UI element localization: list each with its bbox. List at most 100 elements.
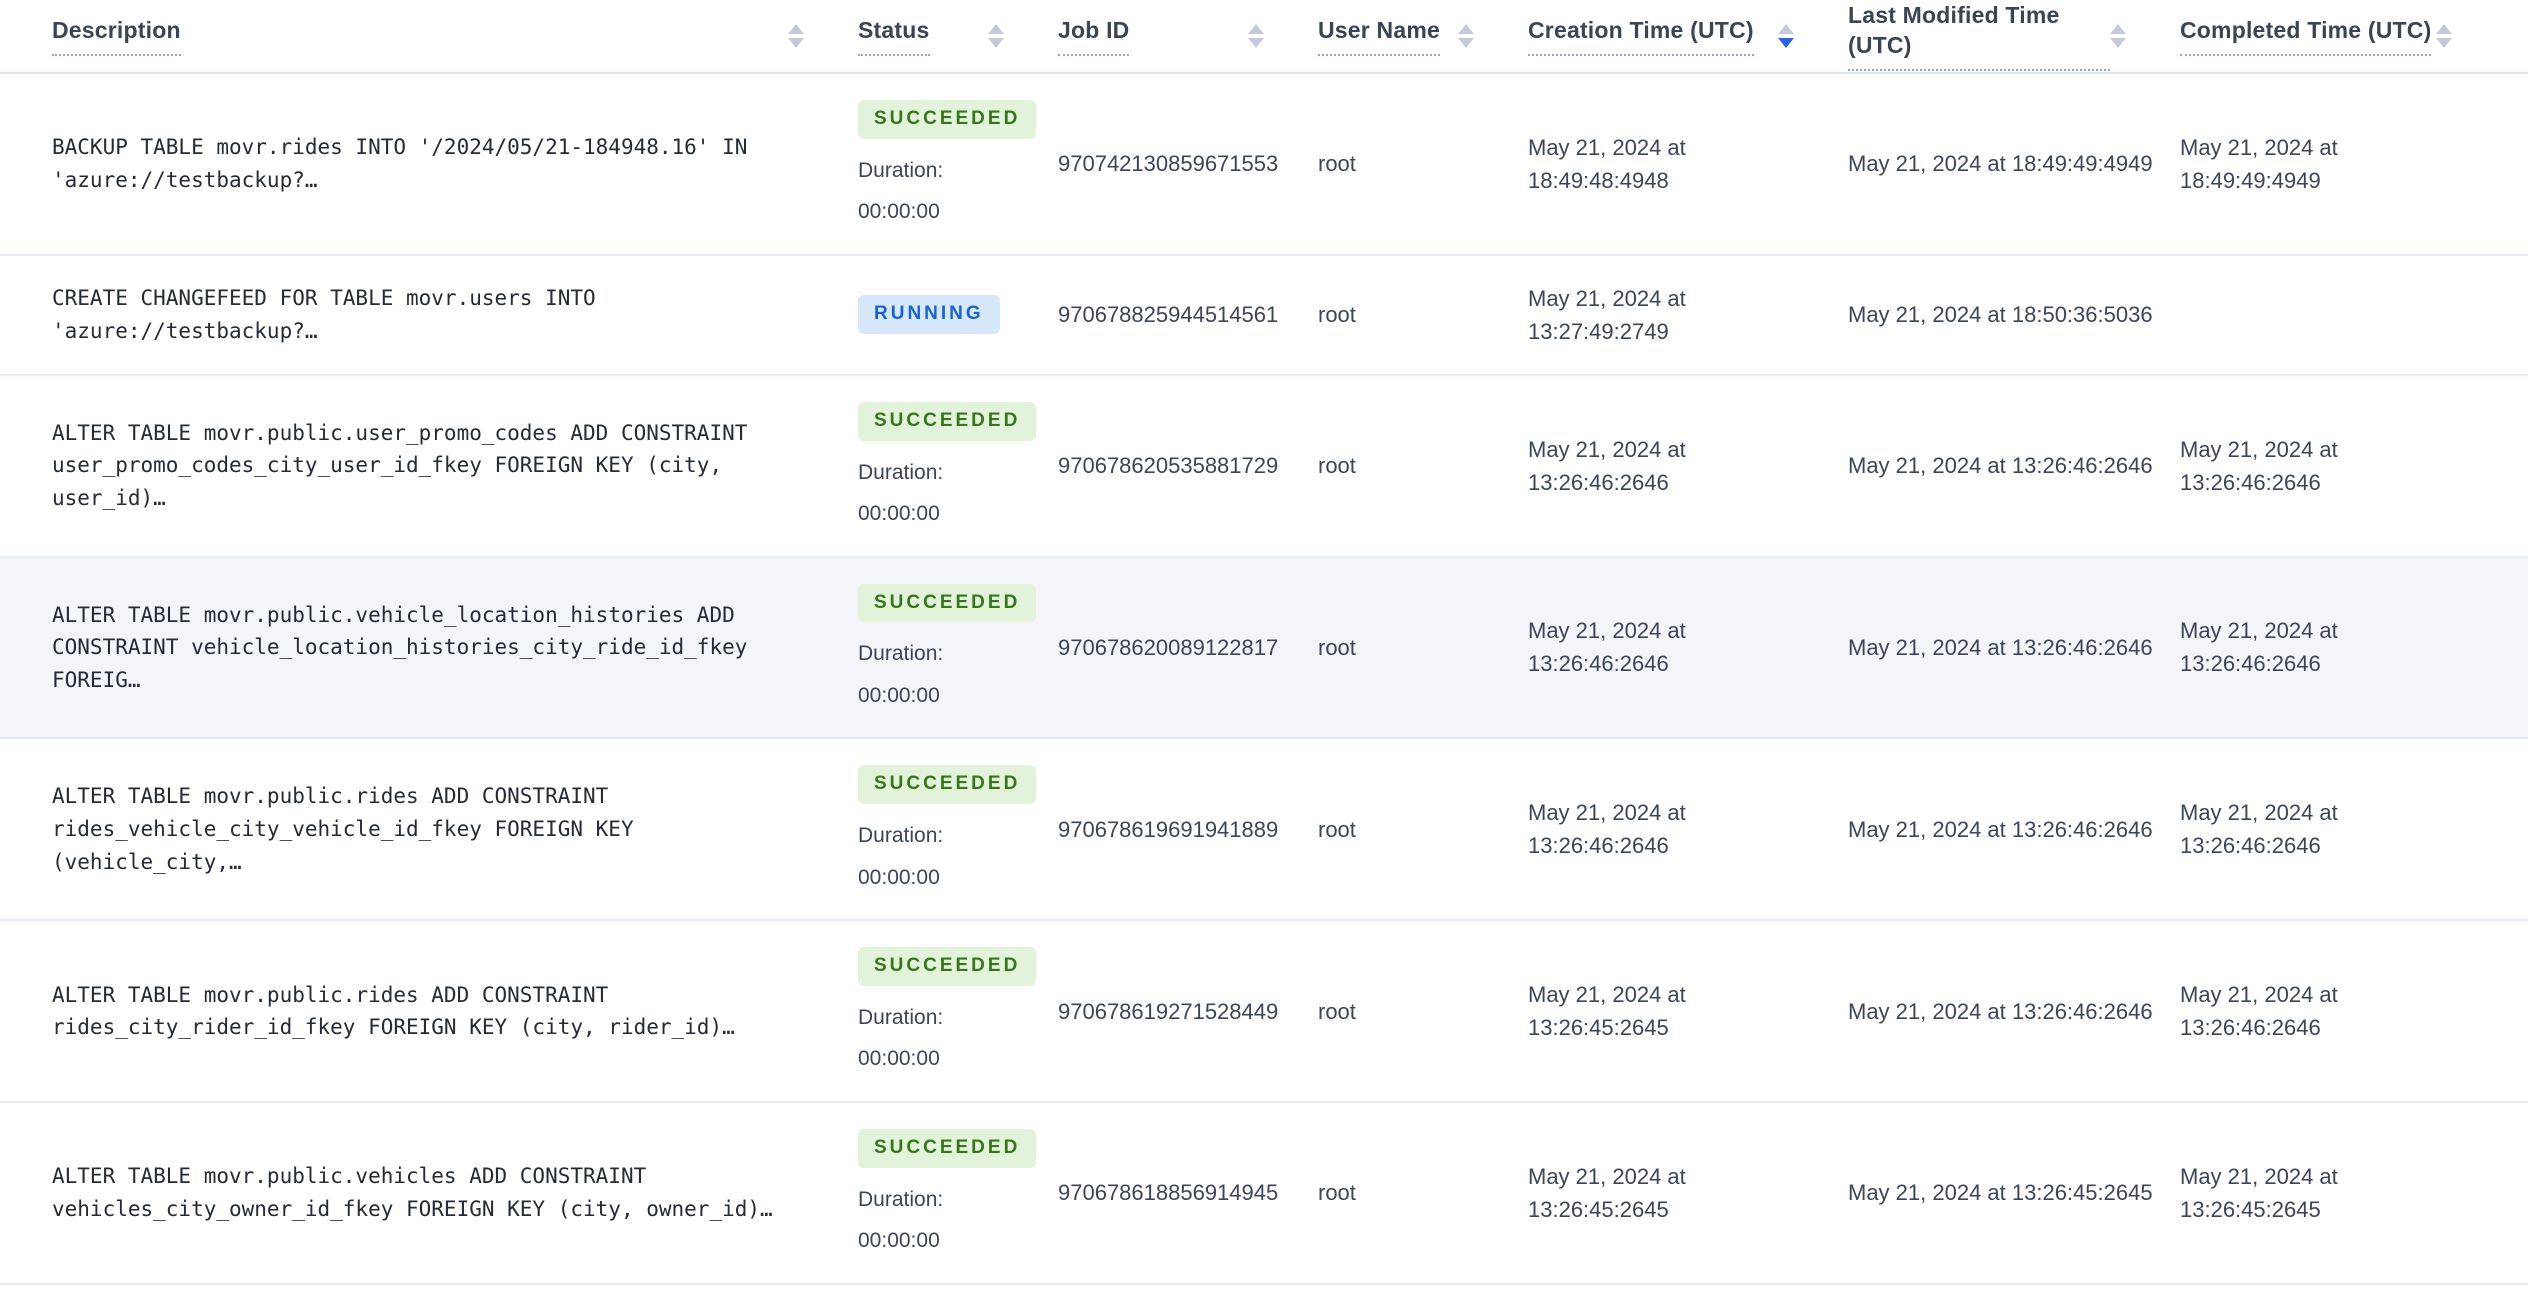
sort-icons[interactable] xyxy=(2436,23,2452,48)
completed-time: May 21, 2024 at 13:26:45:2645 xyxy=(2180,1163,2338,1222)
status-badge: SUCCEEDED xyxy=(858,401,1037,441)
table-row[interactable]: ALTER TABLE movr.public.user_promo_codes… xyxy=(0,376,2528,558)
duration-label: Duration: xyxy=(858,1187,944,1211)
job-status-cell: SUCCEEDED Duration: 00:00:00 xyxy=(830,1103,1037,1283)
completed-time: May 21, 2024 at 13:26:46:2646 xyxy=(2180,982,2338,1041)
job-description[interactable]: ALTER TABLE movr.public.vehicles ADD CON… xyxy=(52,1164,773,1221)
column-header-status[interactable]: Status xyxy=(830,16,1030,57)
job-description-cell[interactable]: CREATE CHANGEFEED FOR TABLE movr.users I… xyxy=(0,256,830,373)
sort-desc-icon xyxy=(988,37,1004,48)
sort-desc-icon xyxy=(2436,37,2452,48)
job-status-cell: SUCCEEDED Duration: 00:00:00 xyxy=(830,558,1037,738)
creation-time: May 21, 2024 at 18:49:48:4948 xyxy=(1528,134,1686,193)
user-name: root xyxy=(1318,1180,1356,1206)
job-description[interactable]: ALTER TABLE movr.public.rides ADD CONSTR… xyxy=(52,784,634,874)
duration-label: Duration: xyxy=(858,158,944,182)
completed-time: May 21, 2024 at 13:26:46:2646 xyxy=(2180,436,2338,495)
job-status-cell: SUCCEEDED Duration: 00:00:00 xyxy=(830,1285,1030,1292)
user-name: root xyxy=(1318,453,1356,479)
column-header-label: Job ID xyxy=(1058,16,1130,57)
column-header-completed-time-utc[interactable]: Completed Time (UTC) xyxy=(2152,16,2528,57)
sort-asc-icon xyxy=(1778,23,1794,34)
sort-icons[interactable] xyxy=(1778,23,1794,48)
creation-time: May 21, 2024 at 13:26:45:2645 xyxy=(1528,982,1686,1041)
table-row[interactable]: ALTER TABLE movr.public.rides ADD CONSTR… xyxy=(0,739,2528,922)
job-status-cell: SUCCEEDED Duration: 00:00:00 xyxy=(830,739,1037,919)
last-modified-time: May 21, 2024 at 13:26:45:2645 xyxy=(1848,1180,2153,1206)
job-id: 970678620089122817 xyxy=(1058,634,1279,660)
sort-icons[interactable] xyxy=(1248,23,1264,48)
last-modified-time: May 21, 2024 at 13:26:46:2646 xyxy=(1848,816,2153,842)
table-row[interactable]: ALTER TABLE movr.public.vehicles ADD CON… xyxy=(0,1103,2528,1285)
job-status-cell: RUNNING xyxy=(830,269,1030,360)
duration-value: 00:00:00 xyxy=(858,683,940,707)
duration-label: Duration: xyxy=(858,1005,944,1029)
job-description[interactable]: CREATE CHANGEFEED FOR TABLE movr.users I… xyxy=(52,286,596,343)
column-header-user-name[interactable]: User Name xyxy=(1290,16,1500,57)
table-row[interactable]: IMPORT INTO movr.public.rides CSV DATA (… xyxy=(0,1285,2528,1292)
column-header-label: Status xyxy=(858,16,930,57)
user-name: root xyxy=(1318,634,1356,660)
column-header-job-id[interactable]: Job ID xyxy=(1030,16,1290,57)
sort-desc-icon xyxy=(1458,37,1474,48)
sort-desc-icon xyxy=(788,37,804,48)
user-name: root xyxy=(1318,151,1356,177)
job-description[interactable]: BACKUP TABLE movr.rides INTO '/2024/05/2… xyxy=(52,135,748,192)
job-description-cell[interactable]: ALTER TABLE movr.public.rides ADD CONSTR… xyxy=(0,953,830,1070)
user-name: root xyxy=(1318,302,1356,328)
sort-asc-icon xyxy=(2436,23,2452,34)
job-id: 970678825944514561 xyxy=(1058,302,1279,328)
sort-desc-icon xyxy=(2110,38,2126,48)
column-header-last-modified-time-utc[interactable]: Last Modified Time (UTC) xyxy=(1820,1,2152,72)
job-description-cell[interactable]: ALTER TABLE movr.public.user_promo_codes… xyxy=(0,391,830,541)
column-header-label: User Name xyxy=(1318,16,1440,57)
column-header-creation-time-utc[interactable]: Creation Time (UTC) xyxy=(1500,16,1820,57)
job-id: 970678620535881729 xyxy=(1058,453,1279,479)
table-row[interactable]: ALTER TABLE movr.public.vehicle_location… xyxy=(0,557,2528,740)
job-status-cell: SUCCEEDED Duration: 00:00:00 xyxy=(830,74,1037,254)
job-description-cell[interactable]: BACKUP TABLE movr.rides INTO '/2024/05/2… xyxy=(0,105,830,222)
sort-asc-icon xyxy=(1458,23,1474,34)
completed-time: May 21, 2024 at 13:26:46:2646 xyxy=(2180,618,2338,677)
job-description[interactable]: ALTER TABLE movr.public.vehicle_location… xyxy=(52,602,748,692)
job-id: 970742130859671553 xyxy=(1058,151,1279,177)
sort-desc-icon xyxy=(1778,37,1794,48)
job-status-cell: SUCCEEDED Duration: 00:00:00 xyxy=(830,921,1037,1101)
sort-icons[interactable] xyxy=(1458,23,1474,48)
job-id: 970678619271528449 xyxy=(1058,998,1279,1024)
duration-label: Duration: xyxy=(858,824,944,848)
last-modified-time: May 21, 2024 at 18:49:49:4949 xyxy=(1848,151,2153,177)
status-badge: SUCCEEDED xyxy=(858,765,1037,805)
last-modified-time: May 21, 2024 at 18:50:36:5036 xyxy=(1848,302,2153,328)
job-description[interactable]: ALTER TABLE movr.public.rides ADD CONSTR… xyxy=(52,982,735,1040)
job-description-cell[interactable]: ALTER TABLE movr.public.vehicle_location… xyxy=(0,573,830,723)
user-name: root xyxy=(1318,998,1356,1024)
duration-value: 00:00:00 xyxy=(858,200,940,224)
column-header-label: Description xyxy=(52,16,181,57)
sort-asc-icon xyxy=(788,23,804,34)
job-description-cell[interactable]: ALTER TABLE movr.public.rides ADD CONSTR… xyxy=(0,754,830,904)
duration-value: 00:00:00 xyxy=(858,502,940,526)
table-header-row: Description Status Job ID User Name Crea… xyxy=(0,0,2528,74)
job-status-cell: SUCCEEDED Duration: 00:00:00 xyxy=(830,376,1037,556)
sort-icons[interactable] xyxy=(2110,24,2126,48)
job-description[interactable]: ALTER TABLE movr.public.user_promo_codes… xyxy=(52,420,748,510)
column-header-description[interactable]: Description xyxy=(0,16,830,57)
user-name: root xyxy=(1318,816,1356,842)
job-id: 970678618856914945 xyxy=(1058,1180,1279,1206)
duration-label: Duration: xyxy=(858,642,944,666)
table-row[interactable]: CREATE CHANGEFEED FOR TABLE movr.users I… xyxy=(0,256,2528,376)
sort-desc-icon xyxy=(1248,37,1264,48)
last-modified-time: May 21, 2024 at 13:26:46:2646 xyxy=(1848,453,2153,479)
creation-time: May 21, 2024 at 13:26:46:2646 xyxy=(1528,800,1686,859)
status-badge: SUCCEEDED xyxy=(858,1128,1037,1168)
status-badge: RUNNING xyxy=(858,295,1000,335)
sort-icons[interactable] xyxy=(788,23,804,48)
sort-icons[interactable] xyxy=(988,23,1004,48)
table-row[interactable]: BACKUP TABLE movr.rides INTO '/2024/05/2… xyxy=(0,74,2528,256)
creation-time: May 21, 2024 at 13:26:45:2645 xyxy=(1528,1163,1686,1222)
duration-label: Duration: xyxy=(858,460,944,484)
job-description-cell[interactable]: ALTER TABLE movr.public.vehicles ADD CON… xyxy=(0,1134,830,1251)
table-row[interactable]: ALTER TABLE movr.public.rides ADD CONSTR… xyxy=(0,921,2528,1103)
duration-value: 00:00:00 xyxy=(858,865,940,889)
